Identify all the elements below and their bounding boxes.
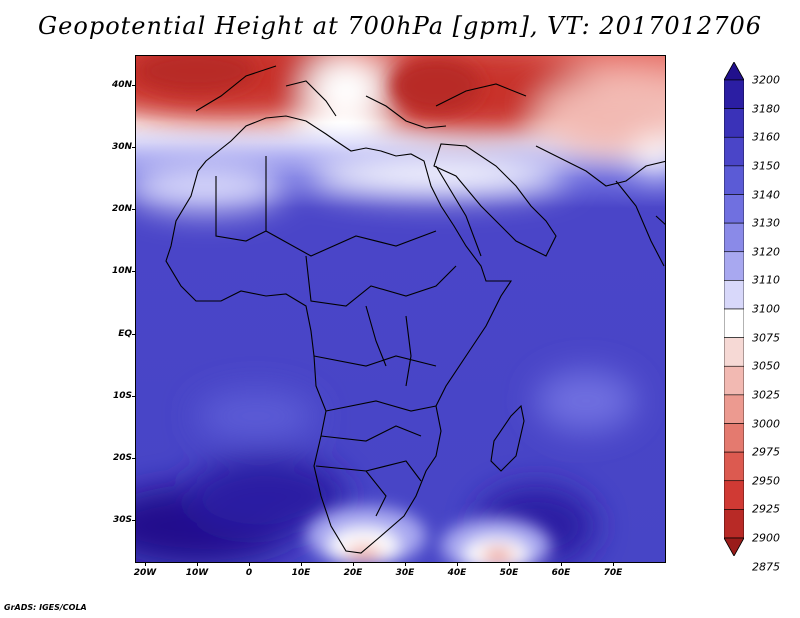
lat-tick: [132, 271, 136, 272]
colorbar-segment: [724, 394, 744, 424]
lat-tick: [132, 520, 136, 521]
lat-label: 10S: [112, 391, 132, 401]
map-title: Geopotential Height at 700hPa [gpm], VT:…: [38, 12, 762, 40]
colorbar-segment: [724, 79, 744, 109]
colorbar-label: 3200: [752, 73, 780, 87]
lon-label: 40E: [447, 568, 467, 578]
lat-label: 20N: [111, 204, 132, 214]
colorbar-segment: [724, 365, 744, 396]
colorbar-bottom-arrow: [724, 537, 744, 556]
colorbar-label: 2925: [752, 502, 780, 516]
colorbar-label: 3180: [752, 102, 780, 116]
lat-label: 40N: [111, 80, 132, 90]
colorbar-segment: [724, 165, 744, 195]
colorbar-label: 3050: [752, 359, 780, 373]
lon-label: 10W: [185, 568, 209, 578]
lat-tick: [132, 85, 136, 86]
colorbar: [724, 62, 744, 556]
colorbar-label: 3025: [752, 388, 780, 402]
map-canvas: [136, 56, 665, 562]
colorbar-label: 3130: [752, 216, 780, 230]
colorbar-label: 2975: [752, 445, 780, 459]
colorbar-top-arrow: [724, 62, 744, 81]
lon-tick: [561, 562, 562, 566]
colorbar-segment: [724, 509, 744, 539]
lat-label: 20S: [112, 453, 132, 463]
lon-tick: [405, 562, 406, 566]
colorbar-segment: [724, 108, 744, 138]
lon-tick: [457, 562, 458, 566]
lon-label: 50E: [499, 568, 519, 578]
lon-tick: [353, 562, 354, 566]
colorbar-segment: [724, 423, 744, 453]
lat-label: 10N: [111, 266, 132, 276]
lon-tick: [145, 562, 146, 566]
lat-label: EQ: [118, 329, 132, 339]
lon-label: 70E: [603, 568, 623, 578]
colorbar-label: 3000: [752, 417, 780, 430]
lon-tick: [197, 562, 198, 566]
lat-tick: [132, 147, 136, 148]
colorbar-segment: [724, 308, 744, 338]
lon-label: 30E: [395, 568, 415, 578]
lon-tick: [301, 562, 302, 566]
colorbar-label: 3110: [752, 273, 780, 287]
height-field-lows-south: [136, 56, 551, 562]
coastlines: [165, 65, 665, 554]
colorbar-label: 3100: [752, 302, 780, 316]
lon-tick: [613, 562, 614, 566]
colorbar-segment: [724, 136, 744, 167]
colorbar-label: 3160: [752, 130, 780, 144]
lon-label: 10E: [291, 568, 311, 578]
colorbar-segment: [724, 280, 744, 310]
colorbar-label: 3075: [752, 331, 780, 345]
lat-tick: [132, 396, 136, 397]
lon-tick: [249, 562, 250, 566]
lon-tick: [509, 562, 510, 566]
lat-tick: [132, 458, 136, 459]
lon-label: 20E: [343, 568, 363, 578]
colorbar-segment: [724, 222, 744, 253]
colorbar-label: 3140: [752, 188, 780, 201]
colorbar-segment: [724, 480, 744, 510]
lon-label: 20W: [133, 568, 157, 578]
lat-tick: [132, 209, 136, 210]
colorbar-segment: [724, 194, 744, 224]
map-plot-area: [135, 55, 666, 563]
lat-label: 30S: [112, 515, 132, 525]
lat-label: 30N: [111, 142, 132, 152]
colorbar-label: 2875: [752, 560, 780, 574]
lon-label: 0: [245, 568, 253, 578]
colorbar-label: 2950: [752, 474, 780, 488]
colorbar-label: 2900: [752, 531, 780, 545]
lon-label: 60E: [551, 568, 571, 578]
colorbar-segment: [724, 251, 744, 281]
colorbar-label: 3150: [752, 159, 780, 173]
colorbar-segment: [724, 337, 744, 367]
lat-tick: [132, 334, 136, 335]
colorbar-segment: [724, 451, 744, 482]
footer-credit: GrADS: IGES/COLA: [4, 603, 87, 612]
colorbar-label: 3120: [752, 245, 780, 259]
